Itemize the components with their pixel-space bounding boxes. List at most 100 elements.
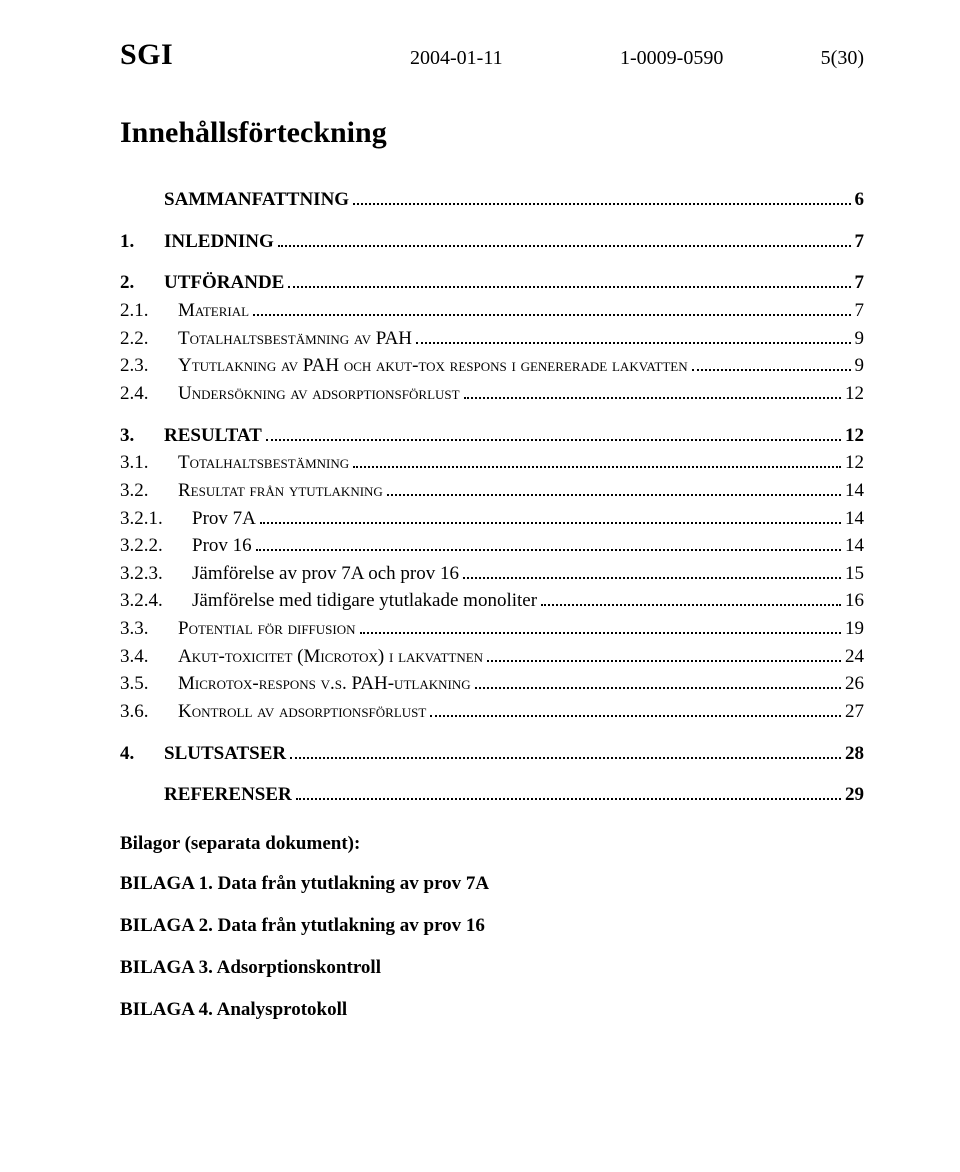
toc-entry: 2.1.Material 7 [120, 297, 864, 325]
appendix-item: BILAGA 1. Data från ytutlakning av prov … [120, 873, 864, 895]
toc-leader-dots [463, 560, 841, 579]
toc-entry-number: 3.2.1. [120, 505, 192, 533]
appendix-list: BILAGA 1. Data från ytutlakning av prov … [120, 873, 864, 1021]
toc-leader-dots [416, 325, 850, 344]
toc-entry: 3.RESULTAT 12 [120, 421, 864, 449]
toc-entry: REFERENSER 29 [120, 781, 864, 809]
toc-entry: 2.3.Ytutlakning av PAH och akut-tox resp… [120, 352, 864, 380]
toc-entry-number: 2.4. [120, 380, 178, 408]
toc-entry-number: 3.2. [120, 477, 178, 505]
toc-entry: 3.5.Microtox-respons v.s. PAH-utlakning … [120, 670, 864, 698]
toc-entry-label: Ytutlakning av PAH och akut-tox respons … [178, 352, 688, 380]
toc-entry-label: Material [178, 297, 249, 325]
header-pageno: 5(30) [820, 47, 864, 70]
toc-entry-page: 14 [845, 477, 864, 505]
toc-entry: 2.UTFÖRANDE 7 [120, 269, 864, 297]
toc-entry-label: RESULTAT [164, 422, 262, 450]
toc-leader-dots [353, 186, 850, 205]
toc-entry: 3.2.1.Prov 7A 14 [120, 504, 864, 532]
toc-entry-page: 12 [845, 380, 864, 408]
toc-entry-label: Resultat från ytutlakning [178, 477, 383, 505]
toc-entry: 3.2.4.Jämförelse med tidigare ytutlakade… [120, 587, 864, 615]
toc-title: Innehållsförteckning [120, 116, 864, 150]
toc-entry-page: 12 [845, 422, 864, 450]
toc-entry-number: 3.3. [120, 615, 178, 643]
appendix-item: BILAGA 4. Analysprotokoll [120, 999, 864, 1021]
toc-entry-number: 3.2.4. [120, 587, 192, 615]
toc-leader-dots [353, 449, 841, 468]
toc-leader-dots [253, 297, 850, 316]
toc-entry: 3.6.Kontroll av adsorptionsförlust 27 [120, 698, 864, 726]
header-docno: 1-0009-0590 [620, 47, 820, 70]
toc-entry: 2.4.Undersökning av adsorptionsförlust 1… [120, 380, 864, 408]
toc-entry: 1.INLEDNING 7 [120, 228, 864, 256]
toc-entry-label: Jämförelse med tidigare ytutlakade monol… [192, 587, 537, 615]
toc-entry-number: 3.4. [120, 643, 178, 671]
toc-leader-dots [692, 352, 851, 371]
toc-entry: 4.SLUTSATSER 28 [120, 740, 864, 768]
toc-leader-dots [290, 740, 841, 759]
header-date: 2004-01-11 [410, 47, 620, 70]
document-page: SGI 2004-01-11 1-0009-0590 5(30) Innehål… [0, 0, 960, 1081]
page-header: SGI 2004-01-11 1-0009-0590 5(30) [120, 38, 864, 72]
toc-entry-page: 28 [845, 740, 864, 768]
toc-leader-dots [487, 643, 841, 662]
toc-entry-number: 1. [120, 228, 164, 256]
toc-entry-label: SAMMANFATTNING [164, 186, 349, 214]
toc-entry-number: 4. [120, 740, 164, 768]
toc-leader-dots [475, 670, 841, 689]
toc-entry-label: SLUTSATSER [164, 740, 286, 768]
toc-leader-dots [296, 781, 841, 800]
toc-entry: 3.4.Akut-toxicitet (Microtox) i lakvattn… [120, 643, 864, 671]
header-org: SGI [120, 38, 410, 72]
toc-entry-page: 19 [845, 615, 864, 643]
toc-entry-page: 26 [845, 670, 864, 698]
toc-entry-number: 2. [120, 269, 164, 297]
toc-leader-dots [260, 504, 841, 523]
toc-entry-page: 9 [855, 325, 865, 353]
toc-entry: SAMMANFATTNING 6 [120, 186, 864, 214]
toc-entry-label: Kontroll av adsorptionsförlust [178, 698, 426, 726]
toc-entry-number: 3.2.2. [120, 532, 192, 560]
toc-entry-label: REFERENSER [164, 781, 292, 809]
toc-entry-number: 3.2.3. [120, 560, 192, 588]
toc-entry-label: Microtox-respons v.s. PAH-utlakning [178, 670, 471, 698]
toc-entry-number: 3.6. [120, 698, 178, 726]
toc-entry-page: 24 [845, 643, 864, 671]
toc-entry: 3.2.Resultat från ytutlakning 14 [120, 477, 864, 505]
toc-leader-dots [430, 698, 841, 717]
toc-entry-label: Totalhaltsbestämning [178, 449, 349, 477]
toc-entry-number: 3.5. [120, 670, 178, 698]
toc-entry-page: 7 [855, 269, 865, 297]
toc-entry-number: 2.2. [120, 325, 178, 353]
toc-entry-number: 3. [120, 422, 164, 450]
toc-leader-dots [266, 421, 841, 440]
appendix-heading: Bilagor (separata dokument): [120, 833, 864, 855]
toc-entry: 3.1.Totalhaltsbestämning 12 [120, 449, 864, 477]
toc-entry-number: 3.1. [120, 449, 178, 477]
toc-leader-dots [464, 380, 841, 399]
toc-entry-page: 7 [855, 228, 865, 256]
toc-entry-page: 16 [845, 587, 864, 615]
toc-entry-page: 12 [845, 449, 864, 477]
toc-entry-page: 9 [855, 352, 865, 380]
toc-leader-dots [256, 532, 841, 551]
toc-leader-dots [387, 477, 841, 496]
toc-entry-label: UTFÖRANDE [164, 269, 284, 297]
table-of-contents: SAMMANFATTNING 61.INLEDNING 72.UTFÖRANDE… [120, 186, 864, 809]
toc-entry-label: Jämförelse av prov 7A och prov 16 [192, 560, 459, 588]
toc-entry-number: 2.1. [120, 297, 178, 325]
toc-leader-dots [360, 615, 841, 634]
toc-entry: 2.2.Totalhaltsbestämning av PAH 9 [120, 325, 864, 353]
toc-entry-page: 7 [855, 297, 865, 325]
toc-entry-label: Undersökning av adsorptionsförlust [178, 380, 460, 408]
toc-entry-page: 6 [855, 186, 865, 214]
toc-entry-label: Akut-toxicitet (Microtox) i lakvattnen [178, 643, 483, 671]
toc-entry-label: INLEDNING [164, 228, 274, 256]
toc-entry-label: Potential för diffusion [178, 615, 356, 643]
toc-entry-page: 27 [845, 698, 864, 726]
toc-entry: 3.3.Potential för diffusion 19 [120, 615, 864, 643]
toc-entry-page: 29 [845, 781, 864, 809]
toc-entry: 3.2.2.Prov 16 14 [120, 532, 864, 560]
toc-entry-label: Totalhaltsbestämning av PAH [178, 325, 412, 353]
